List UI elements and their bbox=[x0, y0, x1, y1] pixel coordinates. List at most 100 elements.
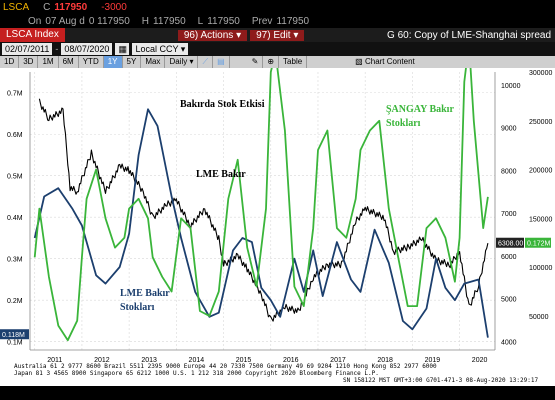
period-ytd[interactable]: YTD bbox=[79, 56, 104, 68]
low-value: 117950 bbox=[207, 15, 240, 27]
menu-bar: LSCA Index 96) Actions ▾ 97) Edit ▾ G 60… bbox=[0, 28, 555, 42]
annotation-layer: Bakırda Stok Etkisi LME Bakır ŞANGAY Bakır… bbox=[0, 99, 551, 340]
right-tick-label: 7000 bbox=[501, 211, 517, 218]
table-label: Table bbox=[283, 57, 303, 66]
last-lme-stocks-tag: 0.118M bbox=[2, 332, 25, 339]
open-prefix: On bbox=[28, 15, 42, 27]
frequency-select[interactable]: Daily ▾ bbox=[165, 56, 199, 68]
period-5y[interactable]: 5Y bbox=[123, 56, 142, 68]
period-6m[interactable]: 6M bbox=[59, 56, 79, 68]
high-prefix: H bbox=[141, 15, 150, 27]
stocks-tick-label: 150000 bbox=[529, 216, 552, 223]
left-tick-label: 0.7M bbox=[7, 91, 23, 98]
period-3d[interactable]: 3D bbox=[19, 56, 39, 68]
actions-label: Actions bbox=[200, 29, 234, 41]
chart-content-icon: ▧ bbox=[355, 57, 363, 66]
x-tick-label: 2017 bbox=[330, 357, 346, 364]
left-tick-label: 0.2M bbox=[7, 298, 23, 305]
index-tab[interactable]: LSCA Index bbox=[0, 28, 65, 42]
last-lme-stocks-tag-bg bbox=[0, 329, 29, 340]
footer-line-3: SN 158122 MST GMT+3:00 G701-471-3 08-Aug… bbox=[343, 377, 539, 384]
annotation-stock-effect: Bakırda Stok Etkisi bbox=[180, 99, 265, 110]
left-tick-label: 0.1M bbox=[7, 340, 23, 347]
date-separator: - bbox=[55, 44, 59, 54]
footer-line-1: Australia 61 2 9777 8600 Brazil 5511 239… bbox=[14, 363, 437, 370]
x-tick-label: 2012 bbox=[94, 357, 110, 364]
annotation-shanghai-stocks-2: Stokları bbox=[386, 118, 421, 129]
high-value: 117950 bbox=[153, 15, 186, 27]
last-stocks-tag-bg bbox=[525, 237, 551, 248]
chart: 0.1M 0.2M 0.3M 0.4M 0.5M 0.6M 0.7M 2011 2012 2013… bbox=[0, 68, 555, 386]
close-value: 117950 bbox=[54, 1, 88, 13]
annotation-lme-stocks-2: Stokları bbox=[120, 302, 155, 313]
x-tick-label: 2020 bbox=[472, 357, 488, 364]
open-value: 0 117950 bbox=[88, 15, 130, 27]
area-icon[interactable]: ▤ bbox=[213, 56, 230, 68]
series-layer bbox=[33, 68, 489, 342]
series-shanghai-stocks-line bbox=[33, 68, 489, 342]
close-prefix: C bbox=[43, 1, 51, 13]
footer: Australia 61 2 9777 8600 Brazil 5511 239… bbox=[0, 362, 555, 400]
chevron-down-icon: ▾ bbox=[236, 29, 242, 41]
last-shanghai-stocks-tag: 0.172M bbox=[527, 241, 551, 248]
edit-label: Edit bbox=[273, 29, 291, 41]
stocks-tick-label: 50000 bbox=[529, 314, 549, 321]
chevron-down-icon: ▾ bbox=[293, 29, 299, 41]
prev-prefix: Prev bbox=[251, 15, 273, 27]
chart-toolbar: 1D 3D 1M 6M YTD 1Y 5Y Max Daily ▾ ⟋ ▤ ✎ ⊕ Table… bbox=[0, 56, 555, 68]
left-tick-label: 0.6M bbox=[7, 132, 23, 139]
line-icon[interactable]: ⟋ bbox=[198, 56, 214, 68]
annotate-icon[interactable]: ✎ bbox=[248, 56, 264, 68]
period-1y[interactable]: 1Y bbox=[103, 56, 123, 68]
prev-value: 117950 bbox=[276, 15, 310, 27]
left-tick-label: 0.5M bbox=[7, 174, 23, 181]
period-max[interactable]: Max bbox=[141, 56, 166, 68]
left-tick-label: 0.3M bbox=[7, 257, 23, 264]
low-prefix: L bbox=[197, 15, 204, 27]
annotation-lme-price: LME Bakır bbox=[196, 169, 246, 180]
currency-select[interactable]: Local CCY ▾ bbox=[132, 43, 189, 55]
table-button[interactable]: Table bbox=[279, 56, 308, 68]
x-tick-label: 2013 bbox=[141, 357, 157, 364]
stocks-tick-label: 250000 bbox=[529, 119, 552, 126]
ticker: LSCA bbox=[3, 1, 30, 13]
right-tick-label: 10000 bbox=[501, 83, 521, 90]
frequency-value: Daily bbox=[169, 57, 188, 66]
right-tick-label: 8000 bbox=[501, 168, 517, 175]
series-lme-stocks-line bbox=[33, 108, 489, 338]
ohlc-bar: On 07 Aug d 0 117950 H 117950 L 117950 P… bbox=[0, 14, 555, 28]
x-tick-label: 2018 bbox=[377, 357, 393, 364]
x-tick-label: 2014 bbox=[189, 357, 205, 364]
start-date-input[interactable]: 02/07/2011 bbox=[2, 43, 53, 55]
x-tick-label: 2019 bbox=[425, 357, 441, 364]
edit-menu[interactable]: 97) Edit ▾ bbox=[247, 29, 305, 42]
axes: 0.1M 0.2M 0.3M 0.4M 0.5M 0.6M 0.7M 2011 2012 2013… bbox=[7, 70, 552, 364]
annotation-lme-stocks: LME Bakır bbox=[120, 288, 170, 299]
actions-menu[interactable]: 96) Actions ▾ bbox=[175, 29, 248, 42]
quote-bar: LSCA C 117950 -3000 bbox=[0, 0, 555, 14]
x-tick-label: 2016 bbox=[283, 357, 299, 364]
date-controls: 02/07/2011 - 08/07/2020 ▦ Local CCY ▾ bbox=[0, 42, 555, 56]
end-date-input[interactable]: 08/07/2020 bbox=[61, 43, 113, 55]
chart-content-button[interactable]: ▧ Chart Content bbox=[351, 56, 419, 68]
actions-number: 96) bbox=[183, 29, 199, 41]
right-tick-label: 9000 bbox=[501, 126, 517, 133]
last-price-tag: 6308.00 bbox=[498, 241, 523, 248]
period-1d[interactable]: 1D bbox=[0, 56, 20, 68]
page-title: G 60: Copy of LME-Shanghai spread bbox=[387, 29, 551, 41]
right-tick-label: 4000 bbox=[501, 339, 517, 346]
right-tick-label: 5000 bbox=[501, 297, 517, 304]
left-tick-label: 0.4M bbox=[7, 215, 23, 222]
series-lme-price-line bbox=[38, 98, 489, 322]
last-price-tag-bg bbox=[496, 237, 524, 248]
x-tick-label: 2015 bbox=[236, 357, 252, 364]
calendar-icon[interactable]: ▦ bbox=[115, 43, 130, 55]
period-1m[interactable]: 1M bbox=[38, 56, 59, 68]
annotation-shanghai-stocks: ŞANGAY Bakır bbox=[386, 104, 454, 115]
chart-content-label: Chart Content bbox=[364, 57, 415, 66]
footer-line-2: Japan 81 3 4565 8900 Singapore 65 6212 1… bbox=[14, 370, 379, 377]
zoom-icon[interactable]: ⊕ bbox=[263, 56, 280, 68]
quote-date: 07 Aug d bbox=[45, 15, 85, 27]
edit-number: 97) bbox=[256, 29, 271, 41]
currency-value: Local CCY bbox=[135, 44, 179, 54]
